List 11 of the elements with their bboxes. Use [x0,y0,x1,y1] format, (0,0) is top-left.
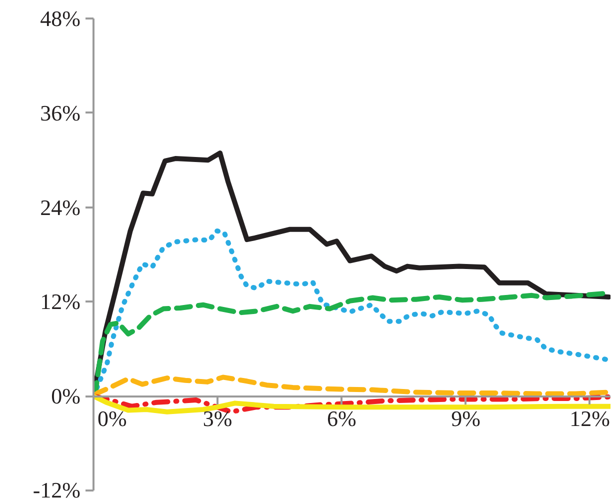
x-tick-label: 12% [570,406,610,432]
x-tick-label: 9% [451,406,480,432]
y-tick-label: 36% [40,100,80,126]
y-tick-label: 12% [40,289,80,314]
x-tick-label: 6% [326,406,356,432]
x-tick-label: 0% [98,406,127,432]
x-tick-label: 3% [202,406,232,432]
y-tick-label: 0% [51,384,80,409]
y-tick-label: 48% [40,6,80,31]
y-tick-label: 24% [40,194,80,220]
y-tick-label: -12% [32,478,81,502]
